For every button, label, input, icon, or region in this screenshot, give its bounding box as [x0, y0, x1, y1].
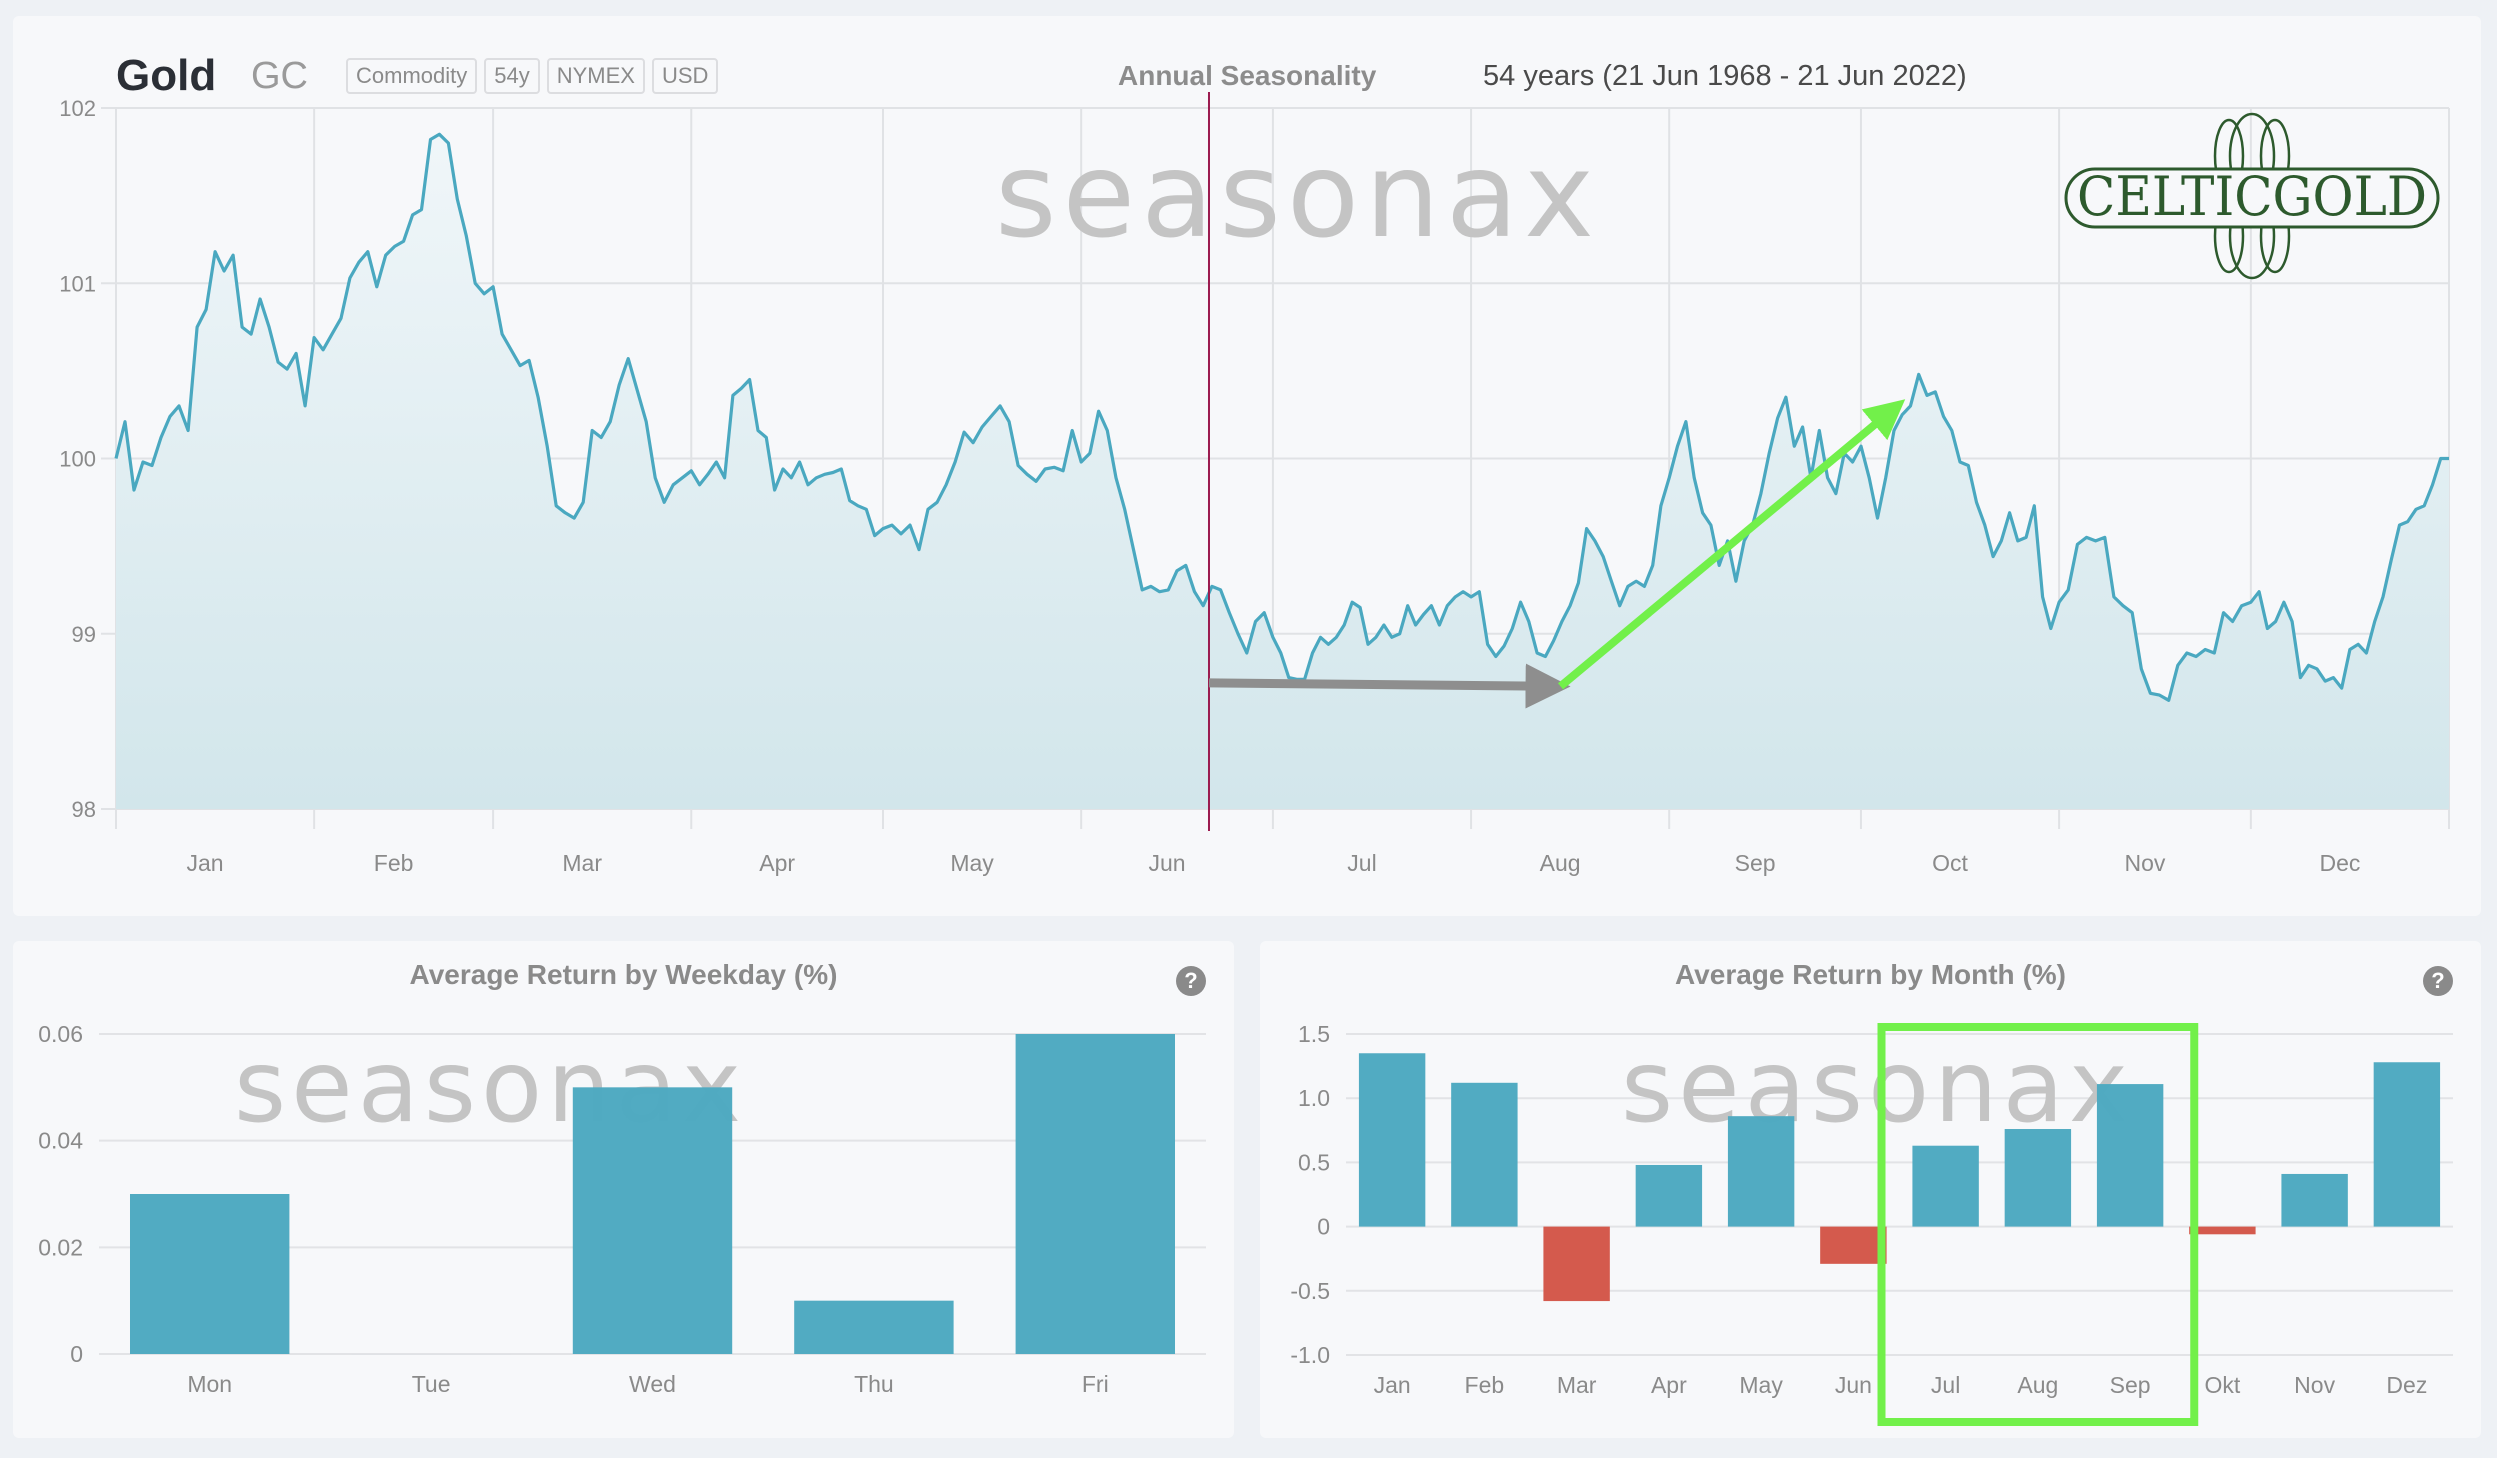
x-tick-label: Wed — [629, 1371, 676, 1397]
green-arrow — [1557, 399, 1906, 690]
instrument-symbol: GC — [251, 54, 308, 97]
x-tick-label: Sep — [1735, 850, 1776, 876]
bar-nov — [2281, 1173, 2348, 1227]
y-tick-label: 98 — [72, 797, 96, 822]
x-tick-label: Sep — [2110, 1372, 2151, 1398]
bar-dez — [2373, 1062, 2441, 1227]
area-fill — [116, 134, 2449, 810]
x-tick-label: Mar — [1557, 1372, 1597, 1398]
x-tick-label: Feb — [374, 850, 414, 876]
chart-type-label: Annual Seasonality — [1118, 60, 1377, 91]
x-tick-label: Mon — [187, 1371, 232, 1397]
highlight-box — [1877, 1023, 2199, 1426]
badge-years: 54y — [484, 58, 540, 94]
x-tick-label: Oct — [1932, 850, 1968, 876]
x-tick-label: Jul — [1931, 1372, 1960, 1398]
gray-arrow — [1208, 663, 1571, 709]
x-tick-label: Tue — [412, 1371, 451, 1397]
bar-mar — [1543, 1226, 1610, 1302]
x-tick-label: Dez — [2386, 1372, 2427, 1398]
badge-asset-class: Commodity — [346, 58, 478, 94]
x-tick-label: Nov — [2125, 850, 2166, 876]
bar-jul — [1912, 1145, 1979, 1227]
logo-frame — [2064, 167, 2440, 229]
bar-feb — [1451, 1082, 1518, 1227]
badge-exchange: NYMEX — [546, 58, 645, 94]
x-tick-label: Dec — [2319, 850, 2360, 876]
y-tick-label: 0.02 — [38, 1234, 83, 1260]
month-panel: 1.5 1.0 0.5 0 -0.5 -1.0 seasonax Jan Feb Mar Apr Ma… — [1260, 941, 2481, 1438]
bar-may — [1727, 1116, 1795, 1227]
x-tick-label: Feb — [1465, 1372, 1505, 1398]
bar-aug — [2004, 1129, 2072, 1227]
seasonality-chart: 102 101 100 99 98 Jan Feb Mar Apr May Jun Jul Aug Sep… — [59, 92, 2450, 876]
x-tick-label: Mar — [562, 850, 602, 876]
bar-apr — [1635, 1164, 1703, 1227]
y-tick-label: 0 — [1317, 1214, 1330, 1240]
y-tick-label: 0.04 — [38, 1128, 83, 1154]
x-tick-label: Jun — [1148, 850, 1185, 876]
celticgold-logo: CELTICGOLD — [2064, 112, 2440, 280]
x-tick-label: May — [950, 850, 994, 876]
x-tick-label: Jun — [1835, 1372, 1872, 1398]
watermark: seasonax — [1621, 1028, 2133, 1145]
x-tick-label: Aug — [2017, 1372, 2058, 1398]
y-tick-label: 1.5 — [1298, 1021, 1330, 1047]
bar-fri — [1015, 1034, 1176, 1354]
x-tick-label: Thu — [854, 1371, 894, 1397]
x-tick-label: Jan — [187, 850, 224, 876]
y-tick-label: 101 — [59, 271, 96, 296]
y-tick-label: 0.5 — [1298, 1149, 1330, 1175]
watermark: seasonax — [995, 126, 1600, 264]
bar-okt — [2189, 1226, 2256, 1235]
y-tick-label: 0.06 — [38, 1021, 83, 1047]
y-tick-label: -1.0 — [1290, 1342, 1330, 1368]
x-tick-label: Apr — [1651, 1372, 1687, 1398]
x-tick-label: Jul — [1347, 850, 1376, 876]
bar-jun — [1820, 1226, 1887, 1264]
x-tick-label: Nov — [2294, 1372, 2335, 1398]
x-tick-label: Apr — [759, 850, 795, 876]
badge-currency: USD — [651, 58, 719, 94]
x-tick-label: May — [1739, 1372, 1783, 1398]
bar-sep — [2096, 1084, 2164, 1227]
y-tick-label: 102 — [59, 96, 96, 121]
logo-text: CELTICGOLD — [2077, 165, 2427, 228]
x-tick-label: Aug — [1540, 850, 1581, 876]
x-tick-label: Jan — [1374, 1372, 1411, 1398]
bar-wed — [572, 1087, 733, 1354]
y-tick-label: -0.5 — [1290, 1278, 1330, 1304]
x-tick-label: Okt — [2204, 1372, 2240, 1398]
weekday-chart-title: Average Return by Weekday (%) — [409, 959, 838, 990]
y-tick-label: 100 — [59, 447, 96, 472]
help-icon[interactable]: ? — [2423, 966, 2453, 996]
instrument-title: Gold — [116, 51, 217, 100]
x-tick-label: Fri — [1082, 1371, 1109, 1397]
bar-thu — [794, 1300, 954, 1354]
seasonality-panel: 102 101 100 99 98 Jan Feb Mar Apr May Jun Jul Aug Sep… — [13, 16, 2481, 916]
y-tick-label: 1.0 — [1298, 1085, 1330, 1111]
help-icon[interactable]: ? — [1176, 966, 1206, 996]
month-chart: 1.5 1.0 0.5 0 -0.5 -1.0 seasonax Jan Feb Mar Apr Ma… — [1290, 1021, 2453, 1426]
bar-jan — [1358, 1053, 1426, 1227]
weekday-panel: 0.06 0.04 0.02 0 seasonax Mon Tue Wed Thu Fri Ave… — [13, 941, 1234, 1438]
month-chart-title: Average Return by Month (%) — [1675, 959, 2066, 990]
y-tick-label: 0 — [70, 1341, 83, 1367]
date-range-label: 54 years (21 Jun 1968 - 21 Jun 2022) — [1483, 59, 1967, 92]
seasonal-line — [114, 132, 2449, 702]
badge-group: Commodity 54y NYMEX USD — [346, 52, 719, 100]
y-tick-label: 99 — [72, 622, 96, 647]
bar-mon — [129, 1194, 290, 1354]
